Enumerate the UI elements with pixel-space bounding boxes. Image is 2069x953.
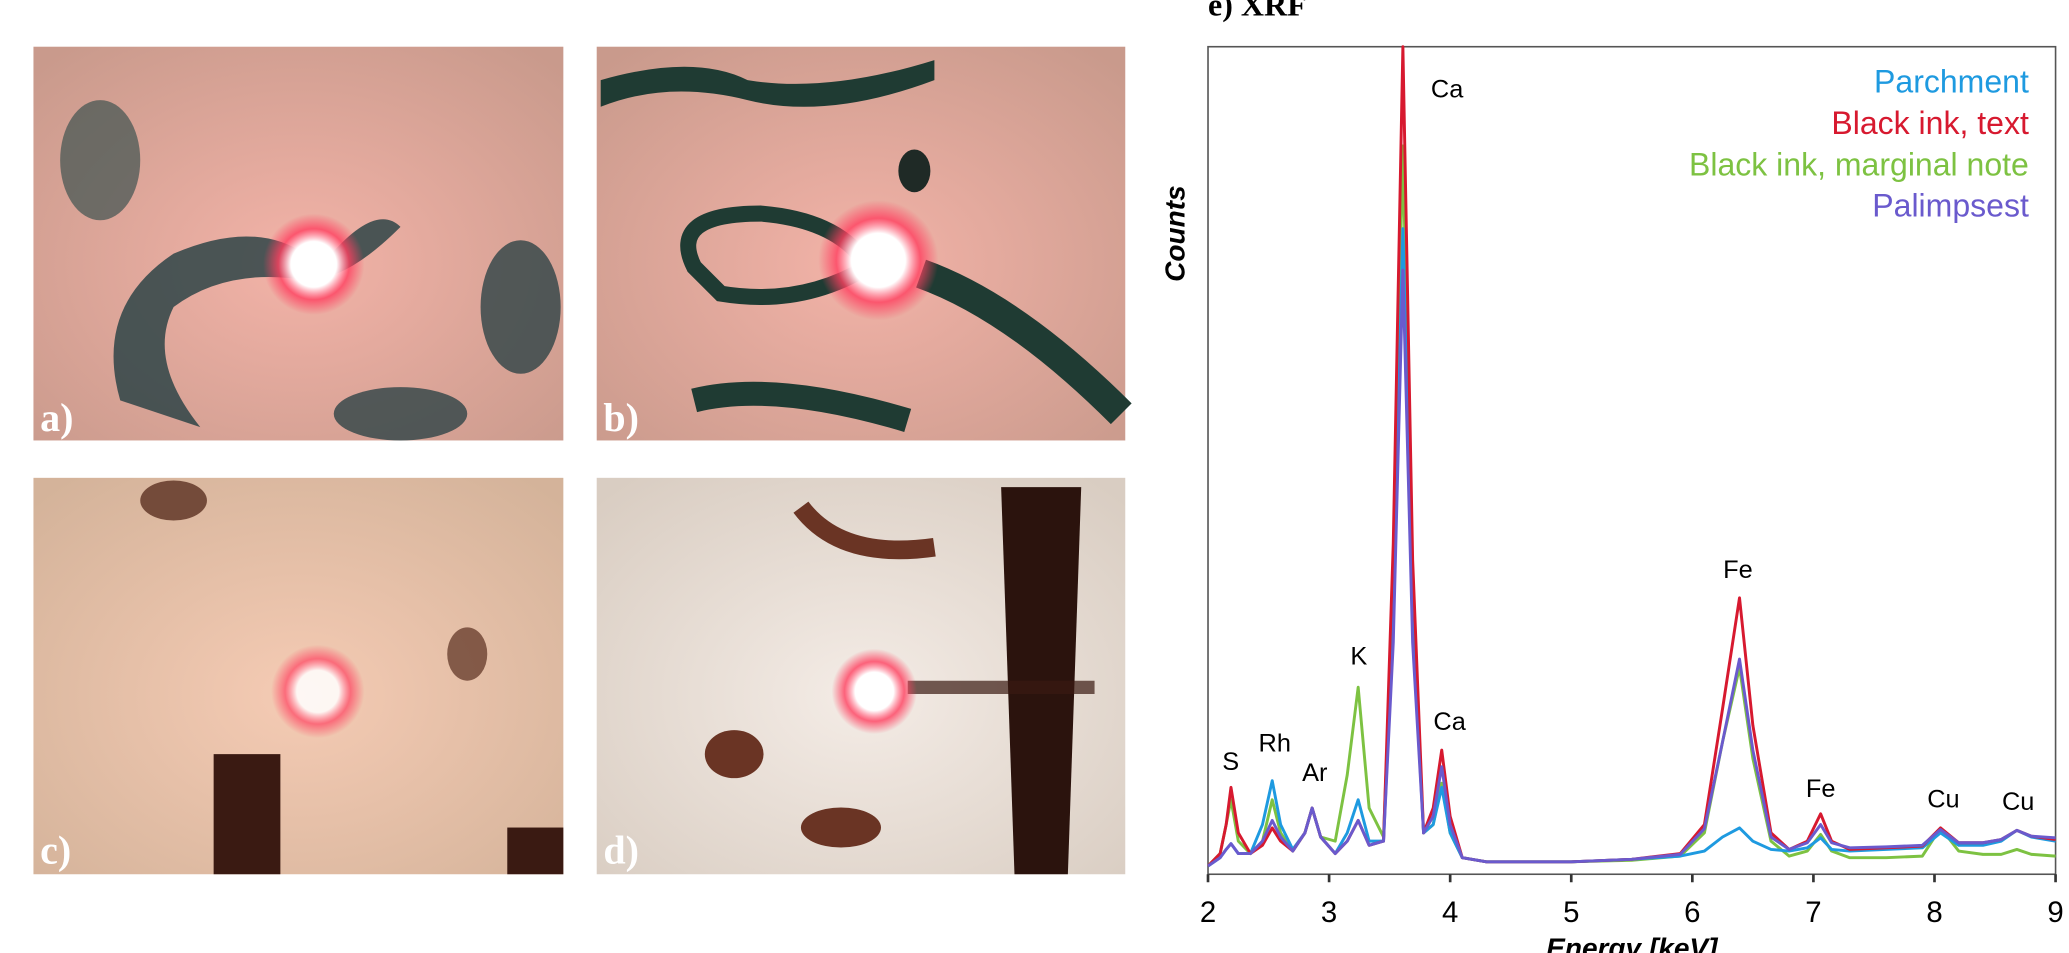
x-tick-label: 8 — [1926, 896, 1942, 929]
legend-entry: Palimpsest — [1872, 188, 2029, 224]
panel-label: c) — [40, 827, 71, 872]
peak-label: Rh — [1259, 729, 1291, 757]
x-tick-label: 6 — [1684, 896, 1700, 929]
legend-entry: Black ink, text — [1831, 105, 2029, 141]
photo-c — [33, 477, 564, 875]
panel-label: a) — [40, 395, 73, 440]
peak-label: Ar — [1302, 759, 1328, 787]
x-tick-label: 7 — [1805, 896, 1821, 929]
spectrum-line — [1207, 227, 2056, 868]
spectrum-line — [1206, 144, 2056, 868]
peak-label: Fe — [1806, 775, 1836, 803]
panel-label: b) — [603, 395, 639, 440]
plot-frame — [1207, 45, 2057, 876]
x-tick-label: 3 — [1321, 896, 1337, 929]
x-axis-label: Energy [keV] — [1546, 933, 1719, 953]
peak-label: S — [1222, 748, 1239, 776]
x-tick-label: 2 — [1200, 896, 1216, 929]
peak-label: Ca — [1431, 75, 1464, 103]
panel-label: d) — [603, 827, 639, 872]
legend-entry: Black ink, marginal note — [1689, 146, 2029, 182]
peak-label: Ca — [1433, 708, 1466, 736]
legend-entry: Parchment — [1874, 64, 2029, 100]
photo-b — [596, 46, 1132, 441]
x-tick-label: 9 — [2047, 896, 2063, 929]
x-tick-label: 5 — [1563, 896, 1579, 929]
chart-title: e) XRF — [1208, 0, 1307, 22]
photo-a — [33, 46, 564, 441]
photo-d — [596, 477, 1126, 875]
peak-label: Cu — [1927, 786, 1959, 814]
spectrum-line — [1207, 268, 2056, 868]
peak-label: Cu — [2002, 788, 2034, 816]
peak-label: Fe — [1723, 556, 1753, 584]
peak-label: K — [1350, 643, 1367, 671]
x-tick-label: 4 — [1442, 896, 1458, 929]
y-axis-label: Counts — [1160, 185, 1191, 281]
